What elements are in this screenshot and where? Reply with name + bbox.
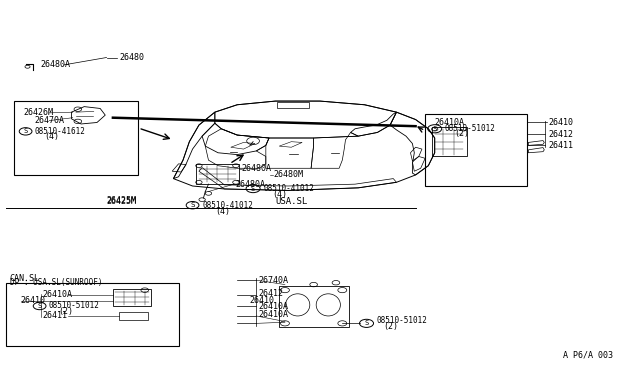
Text: 26425M: 26425M <box>106 196 136 205</box>
Bar <box>119 312 148 320</box>
Text: 08510-51012: 08510-51012 <box>444 124 495 133</box>
Text: (2): (2) <box>59 307 74 316</box>
Text: S: S <box>190 202 195 208</box>
Text: 26410A: 26410A <box>258 302 288 311</box>
Bar <box>196 164 239 184</box>
Text: S: S <box>251 186 255 192</box>
Text: CAN.SL: CAN.SL <box>10 274 40 283</box>
Text: 26410: 26410 <box>20 296 45 305</box>
Text: (2): (2) <box>454 129 469 138</box>
Text: (4): (4) <box>272 190 287 199</box>
Text: S: S <box>24 128 28 134</box>
Bar <box>14 101 138 175</box>
Text: (4): (4) <box>215 206 230 216</box>
Bar <box>113 289 151 306</box>
Bar <box>278 286 349 327</box>
Text: 26412: 26412 <box>548 130 573 139</box>
Text: S: S <box>433 126 437 132</box>
Text: 26480M: 26480M <box>273 170 303 179</box>
Text: A P6/A 003: A P6/A 003 <box>563 350 613 360</box>
Text: 26470A: 26470A <box>35 116 65 125</box>
Text: 08510-41012: 08510-41012 <box>263 184 314 193</box>
Text: S: S <box>38 303 42 309</box>
Bar <box>6 283 179 346</box>
Text: 26410: 26410 <box>250 296 275 305</box>
Text: 26480A: 26480A <box>236 180 265 189</box>
Text: 08510-41012: 08510-41012 <box>202 201 253 210</box>
Text: 26426M: 26426M <box>24 108 54 118</box>
Text: 26480: 26480 <box>119 53 144 62</box>
Text: 08510-51012: 08510-51012 <box>49 301 99 311</box>
Text: 26480A: 26480A <box>41 60 71 70</box>
Text: S: S <box>364 320 369 326</box>
Text: 08510-41612: 08510-41612 <box>35 127 85 136</box>
Text: 26410A: 26410A <box>43 291 73 299</box>
Text: 26410A: 26410A <box>435 118 465 127</box>
Text: (2): (2) <box>384 322 399 331</box>
Bar <box>276 102 308 109</box>
Text: 26410A: 26410A <box>258 310 288 319</box>
Text: DP : USA.SL(SUNROOF): DP : USA.SL(SUNROOF) <box>10 278 102 287</box>
Text: 08510-51012: 08510-51012 <box>376 316 427 325</box>
Text: 26411: 26411 <box>548 141 573 150</box>
Text: USA.SL: USA.SL <box>275 197 308 206</box>
Bar <box>431 127 467 157</box>
Text: (4): (4) <box>45 132 60 141</box>
Bar <box>425 114 527 186</box>
Text: 26410: 26410 <box>548 118 573 127</box>
Text: 26412: 26412 <box>258 289 283 298</box>
Text: 26411: 26411 <box>43 311 68 320</box>
Text: 26740A: 26740A <box>258 276 288 285</box>
Text: 26425M: 26425M <box>106 197 136 206</box>
Text: 26480A: 26480A <box>242 164 271 173</box>
